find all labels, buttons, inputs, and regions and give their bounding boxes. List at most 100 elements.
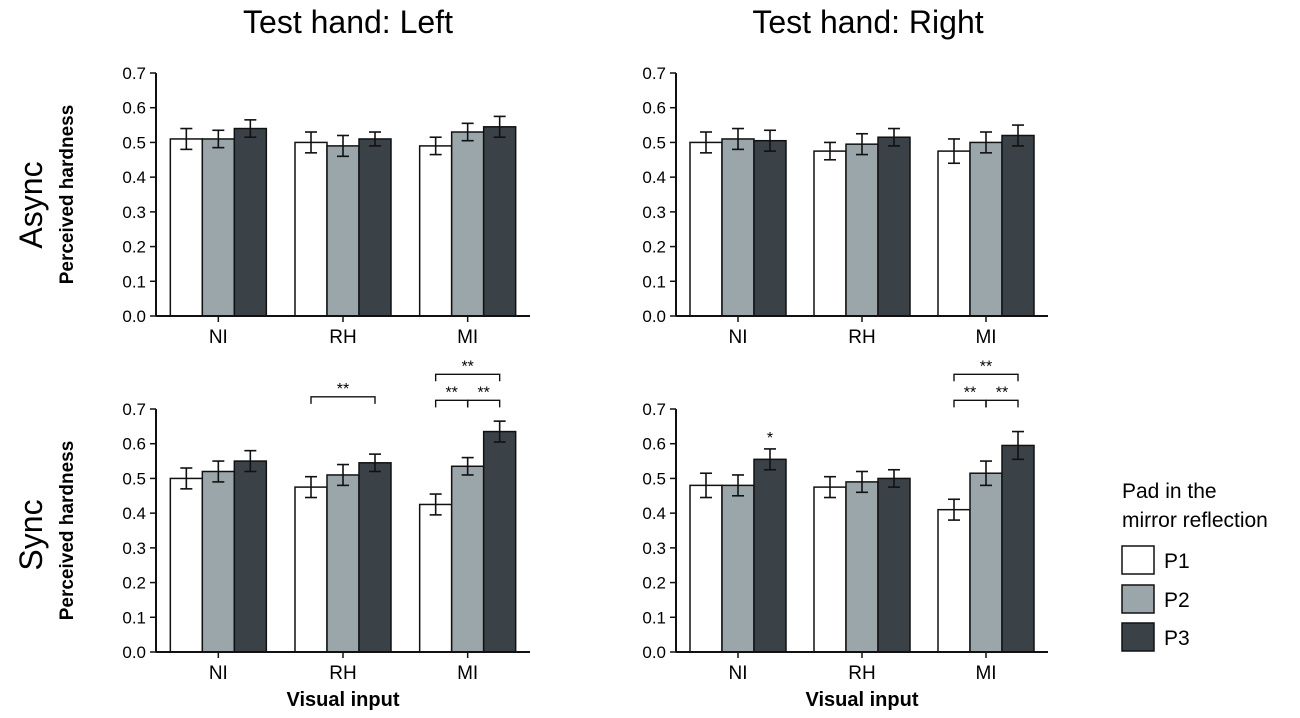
bar-P1-RH bbox=[294, 486, 328, 653]
legend-swatch-p1 bbox=[1121, 545, 1155, 575]
bar-P3-NI bbox=[753, 458, 787, 653]
y-tick-label-6: 0.6 bbox=[642, 99, 666, 118]
significance-bracket-2 bbox=[985, 399, 1019, 408]
bar-P1-RH bbox=[813, 486, 847, 653]
panel-2: 0.0 0.1 0.2 0.3 0.4 0.5 0.6 0.7 NI RH MI Perceived … bbox=[57, 358, 530, 711]
x-tick-label-MI: MI bbox=[457, 663, 478, 684]
y-tick-label-0: 0.0 bbox=[642, 643, 666, 662]
x-tick-label-MI: MI bbox=[975, 663, 996, 684]
bar-P1-NI bbox=[689, 484, 723, 653]
bar-P3-RH bbox=[877, 477, 911, 653]
bar-P2-MI bbox=[450, 131, 485, 317]
legend-swatch-p2 bbox=[1121, 584, 1155, 614]
y-tick-label-5: 0.5 bbox=[642, 469, 666, 488]
significance-label-1: ** bbox=[964, 384, 976, 401]
y-axis-label: Perceived hardness bbox=[57, 105, 78, 285]
y-tick-label-6: 0.6 bbox=[122, 435, 146, 454]
x-axis-label: Visual input bbox=[287, 689, 400, 711]
significance-label-2: ** bbox=[996, 384, 1008, 401]
significance-star-0: * bbox=[767, 430, 773, 447]
bar-P3-NI bbox=[753, 139, 787, 317]
col-title-right: Test hand: Right bbox=[752, 4, 983, 40]
x-tick-label-RH: RH bbox=[329, 663, 356, 684]
legend-label-p3: P3 bbox=[1164, 627, 1190, 650]
x-tick-label-RH: RH bbox=[848, 327, 875, 348]
y-tick-label-1: 0.1 bbox=[642, 272, 666, 291]
y-tick-label-6: 0.6 bbox=[122, 99, 146, 118]
x-tick-label-NI: NI bbox=[729, 327, 748, 348]
panel-3: 0.0 0.1 0.2 0.3 0.4 0.5 0.6 0.7 NI RH MI Visual inp… bbox=[642, 358, 1048, 711]
legend-title-line-2: mirror reflection bbox=[1122, 509, 1268, 532]
y-tick-label-7: 0.7 bbox=[122, 400, 146, 419]
y-tick-label-0: 0.0 bbox=[122, 643, 146, 662]
panel-0: 0.0 0.1 0.2 0.3 0.4 0.5 0.6 0.7 NI RH MI Perceived … bbox=[57, 64, 530, 348]
y-tick-label-3: 0.3 bbox=[122, 539, 146, 558]
legend-title-line-1: Pad in the bbox=[1122, 480, 1217, 503]
bar-P3-MI bbox=[482, 126, 517, 317]
significance-bracket-3 bbox=[434, 373, 501, 382]
bar-P3-RH bbox=[358, 462, 392, 653]
bar-P2-RH bbox=[326, 145, 360, 317]
significance-bracket-0 bbox=[310, 396, 376, 404]
y-tick-label-4: 0.4 bbox=[122, 168, 146, 187]
bar-P2-NI bbox=[721, 484, 755, 653]
bar-P2-NI bbox=[201, 470, 236, 653]
legend-swatch-p3 bbox=[1121, 622, 1155, 652]
y-tick-label-0: 0.0 bbox=[642, 307, 666, 326]
significance-label-0: ** bbox=[337, 381, 349, 398]
row-label-async: Async bbox=[13, 161, 49, 248]
bar-P3-RH bbox=[358, 138, 392, 317]
x-tick-label-NI: NI bbox=[729, 663, 748, 684]
col-title-left: Test hand: Left bbox=[243, 4, 453, 40]
bar-P2-MI bbox=[969, 472, 1003, 653]
y-tick-label-7: 0.7 bbox=[642, 64, 666, 83]
significance-label-1: ** bbox=[445, 384, 457, 401]
y-tick-label-2: 0.2 bbox=[122, 574, 146, 593]
bar-P1-RH bbox=[294, 141, 328, 317]
y-tick-label-2: 0.2 bbox=[642, 238, 666, 257]
bar-P3-NI bbox=[233, 460, 268, 653]
y-tick-label-4: 0.4 bbox=[642, 168, 666, 187]
x-tick-label-MI: MI bbox=[975, 327, 996, 348]
significance-label-2: ** bbox=[477, 384, 489, 401]
significance-label-3: ** bbox=[461, 358, 473, 375]
bar-P1-MI bbox=[418, 145, 453, 317]
y-tick-label-1: 0.1 bbox=[122, 272, 146, 291]
y-tick-label-3: 0.3 bbox=[642, 203, 666, 222]
bar-P2-RH bbox=[845, 143, 879, 317]
x-tick-label-RH: RH bbox=[848, 663, 875, 684]
bar-P3-MI bbox=[482, 430, 517, 653]
y-tick-label-7: 0.7 bbox=[122, 64, 146, 83]
bar-P2-NI bbox=[721, 138, 755, 317]
bar-P2-MI bbox=[450, 465, 485, 653]
legend: Pad in the mirror reflection P1 P2 P3 bbox=[1121, 480, 1268, 652]
y-axis-label: Perceived hardness bbox=[57, 441, 78, 621]
bar-P1-NI bbox=[689, 141, 723, 317]
significance-bracket-1 bbox=[953, 399, 987, 408]
significance-bracket-2 bbox=[466, 399, 501, 408]
x-axis-label: Visual input bbox=[806, 689, 919, 711]
significance-label-3: ** bbox=[980, 358, 992, 375]
bar-P1-NI bbox=[169, 477, 204, 653]
bar-P1-NI bbox=[169, 138, 204, 317]
x-tick-label-MI: MI bbox=[457, 327, 478, 348]
bar-P3-MI bbox=[1001, 444, 1035, 653]
y-tick-label-1: 0.1 bbox=[122, 608, 146, 627]
y-tick-label-4: 0.4 bbox=[122, 504, 146, 523]
y-tick-label-6: 0.6 bbox=[642, 435, 666, 454]
bar-P1-MI bbox=[937, 150, 971, 317]
row-label-sync: Sync bbox=[13, 499, 49, 570]
bar-P2-RH bbox=[845, 481, 879, 653]
bar-P1-MI bbox=[418, 503, 453, 653]
y-tick-label-3: 0.3 bbox=[642, 539, 666, 558]
y-tick-label-5: 0.5 bbox=[122, 469, 146, 488]
bar-P2-MI bbox=[969, 141, 1003, 317]
y-tick-label-2: 0.2 bbox=[642, 574, 666, 593]
bar-P2-NI bbox=[201, 138, 236, 317]
y-tick-label-4: 0.4 bbox=[642, 504, 666, 523]
significance-bracket-3 bbox=[953, 373, 1019, 382]
x-tick-label-NI: NI bbox=[209, 327, 228, 348]
x-tick-label-RH: RH bbox=[329, 327, 356, 348]
bar-P1-RH bbox=[813, 150, 847, 317]
